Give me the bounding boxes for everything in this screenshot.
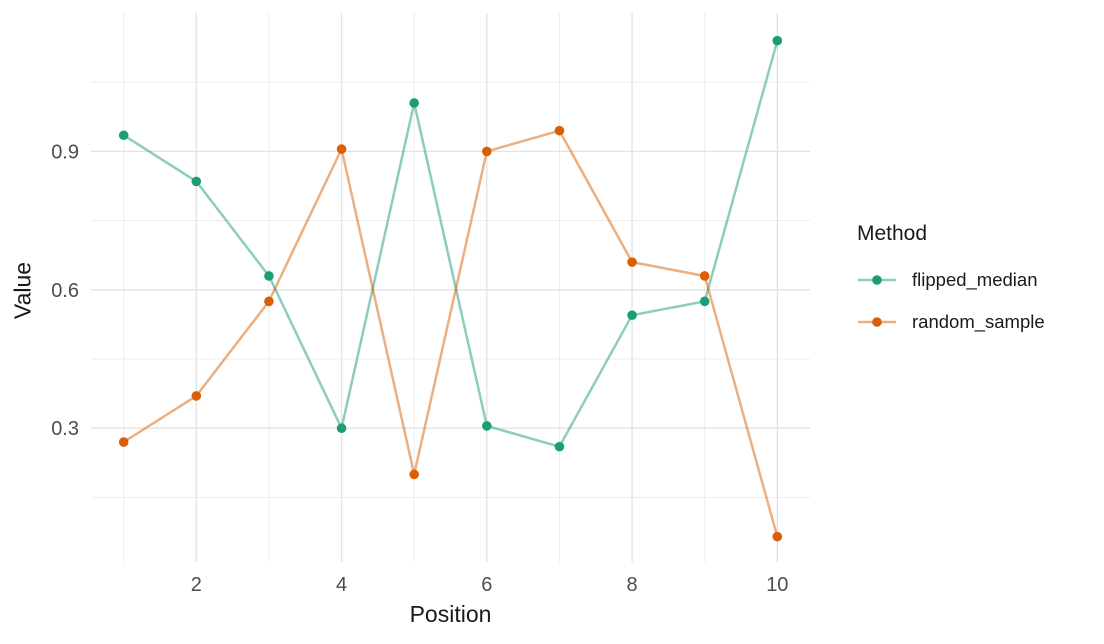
- data-point-random_sample: [772, 531, 783, 542]
- legend-key-icon: [858, 317, 896, 327]
- legend-label: flipped_median: [912, 269, 1038, 290]
- series-line-random_sample: [122, 129, 779, 538]
- series-line-flipped_median: [122, 39, 779, 448]
- data-point-flipped_median: [772, 35, 783, 46]
- x-tick-label: 10: [766, 574, 788, 596]
- data-point-flipped_median: [191, 176, 202, 187]
- data-point-random_sample: [554, 125, 565, 136]
- legend-item-flipped_median: flipped_median: [857, 266, 1045, 294]
- data-point-random_sample: [264, 296, 274, 307]
- data-point-random_sample: [627, 257, 637, 267]
- legend-title: Method: [857, 222, 928, 245]
- data-point-flipped_median: [627, 310, 637, 320]
- y-axis-title: Value: [9, 261, 36, 320]
- data-point-random_sample: [482, 146, 492, 157]
- data-point-random_sample: [336, 144, 347, 154]
- y-tick-label: 0.3: [51, 418, 79, 440]
- data-point-flipped_median: [409, 98, 419, 108]
- x-tick-label: 4: [336, 574, 347, 596]
- data-point-random_sample: [409, 469, 419, 480]
- x-axis-title: Position: [409, 601, 492, 627]
- data-point-flipped_median: [554, 441, 565, 452]
- data-point-flipped_median: [336, 423, 347, 434]
- x-tick-label: 8: [627, 574, 638, 596]
- x-tick-label: 6: [481, 574, 492, 596]
- y-tick-label: 0.9: [51, 141, 79, 163]
- data-point-flipped_median: [264, 271, 274, 281]
- data-point-flipped_median: [699, 296, 710, 307]
- data-point-flipped_median: [482, 421, 492, 431]
- legend-items: flipped_median random_sample: [857, 266, 1045, 336]
- y-tick-label: 0.6: [51, 280, 79, 302]
- x-tick-label: 2: [191, 574, 202, 596]
- legend-key-icon: [858, 275, 896, 285]
- legend-item-random_sample: random_sample: [857, 308, 1045, 336]
- data-point-flipped_median: [118, 130, 129, 141]
- data-point-random_sample: [191, 391, 202, 401]
- data-point-random_sample: [699, 271, 710, 281]
- data-point-random_sample: [118, 437, 129, 447]
- legend: Method flipped_median random_sample: [857, 222, 1045, 350]
- legend-label: random_sample: [912, 311, 1045, 332]
